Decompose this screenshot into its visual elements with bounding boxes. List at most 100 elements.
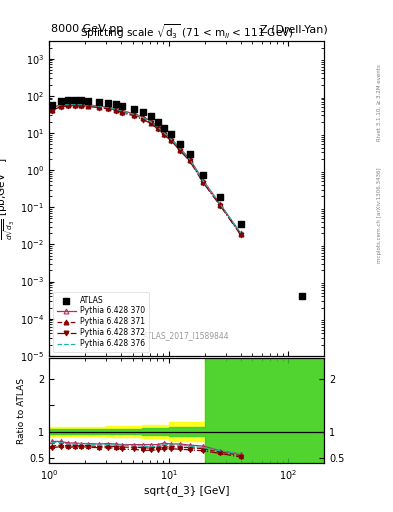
Pythia 6.428 376 xyxy=(218,201,222,207)
ATLAS xyxy=(65,96,72,104)
Pythia 6.428 372 xyxy=(73,103,77,109)
Text: Rivet 3.1.10, ≥ 3.2M events: Rivet 3.1.10, ≥ 3.2M events xyxy=(377,64,382,141)
Pythia 6.428 370 xyxy=(238,230,243,237)
Pythia 6.428 370 xyxy=(218,201,222,207)
Pythia 6.428 371 xyxy=(201,179,206,185)
Pythia 6.428 371 xyxy=(105,105,110,111)
Pythia 6.428 376 xyxy=(120,108,125,114)
ATLAS xyxy=(105,99,111,107)
Pythia 6.428 371 xyxy=(58,103,63,109)
ATLAS xyxy=(72,96,78,104)
Pythia 6.428 376 xyxy=(73,101,77,108)
ATLAS xyxy=(168,130,174,138)
Pythia 6.428 370 xyxy=(131,111,136,117)
Pythia 6.428 372 xyxy=(149,120,153,126)
Pythia 6.428 370 xyxy=(201,178,206,184)
ATLAS xyxy=(112,100,119,109)
Pythia 6.428 376 xyxy=(96,103,101,110)
Pythia 6.428 372 xyxy=(49,108,54,114)
Pythia 6.428 372 xyxy=(169,138,174,144)
Y-axis label: $\frac{d\sigma}{d\sqrt{d_3}}$ [pb,GeV$^{-1}$]: $\frac{d\sigma}{d\sqrt{d_3}}$ [pb,GeV$^{… xyxy=(0,157,17,240)
Pythia 6.428 370 xyxy=(105,104,110,110)
Pythia 6.428 376 xyxy=(79,101,83,108)
Pythia 6.428 376 xyxy=(187,156,192,162)
Pythia 6.428 370 xyxy=(120,108,125,114)
Title: Splitting scale $\sqrt{\mathrm{d}_3}$ (71 < m$_{ll}$ < 111 GeV): Splitting scale $\sqrt{\mathrm{d}_3}$ (7… xyxy=(80,22,294,41)
Pythia 6.428 371 xyxy=(131,112,136,118)
Pythia 6.428 372 xyxy=(79,103,83,109)
Line: Pythia 6.428 372: Pythia 6.428 372 xyxy=(49,103,243,238)
Pythia 6.428 370 xyxy=(79,101,83,108)
Pythia 6.428 371 xyxy=(178,147,183,153)
Pythia 6.428 371 xyxy=(141,115,145,121)
Pythia 6.428 371 xyxy=(66,102,71,109)
Pythia 6.428 372 xyxy=(120,110,125,116)
ATLAS xyxy=(130,105,137,113)
Pythia 6.428 371 xyxy=(120,109,125,115)
Pythia 6.428 372 xyxy=(178,148,183,154)
Pythia 6.428 371 xyxy=(187,157,192,163)
Pythia 6.428 372 xyxy=(201,180,206,186)
Pythia 6.428 372 xyxy=(187,158,192,164)
Pythia 6.428 370 xyxy=(169,136,174,142)
Pythia 6.428 372 xyxy=(96,104,101,111)
Pythia 6.428 370 xyxy=(162,129,166,135)
Pythia 6.428 370 xyxy=(155,123,160,130)
Pythia 6.428 370 xyxy=(58,101,63,108)
Pythia 6.428 376 xyxy=(169,136,174,142)
Line: Pythia 6.428 371: Pythia 6.428 371 xyxy=(49,103,243,237)
Pythia 6.428 370 xyxy=(73,101,77,108)
Text: ATLAS_2017_I1589844: ATLAS_2017_I1589844 xyxy=(143,331,230,340)
ATLAS xyxy=(119,102,125,110)
Pythia 6.428 370 xyxy=(66,101,71,108)
Pythia 6.428 371 xyxy=(238,231,243,237)
ATLAS xyxy=(237,220,244,228)
Pythia 6.428 376 xyxy=(149,119,153,125)
ATLAS xyxy=(217,193,223,201)
Pythia 6.428 370 xyxy=(178,145,183,152)
Pythia 6.428 372 xyxy=(85,103,90,110)
ATLAS xyxy=(57,97,64,105)
ATLAS xyxy=(140,108,146,116)
Pythia 6.428 376 xyxy=(113,106,118,112)
Pythia 6.428 371 xyxy=(155,124,160,131)
Pythia 6.428 376 xyxy=(238,230,243,237)
Pythia 6.428 370 xyxy=(113,105,118,112)
ATLAS xyxy=(299,292,305,301)
X-axis label: sqrt{d_3} [GeV]: sqrt{d_3} [GeV] xyxy=(144,485,230,496)
Pythia 6.428 372 xyxy=(218,203,222,209)
Pythia 6.428 372 xyxy=(155,125,160,132)
Pythia 6.428 376 xyxy=(58,102,63,108)
Pythia 6.428 372 xyxy=(141,116,145,122)
Pythia 6.428 372 xyxy=(58,103,63,110)
Pythia 6.428 370 xyxy=(141,114,145,120)
Pythia 6.428 376 xyxy=(105,104,110,111)
Pythia 6.428 371 xyxy=(162,131,166,137)
Pythia 6.428 376 xyxy=(131,111,136,117)
Pythia 6.428 370 xyxy=(85,102,90,108)
ATLAS xyxy=(95,97,102,105)
Line: Pythia 6.428 376: Pythia 6.428 376 xyxy=(51,104,241,233)
Pythia 6.428 371 xyxy=(79,102,83,109)
Pythia 6.428 370 xyxy=(187,156,192,162)
Text: Z (Drell-Yan): Z (Drell-Yan) xyxy=(261,24,328,34)
ATLAS xyxy=(154,118,161,126)
Pythia 6.428 376 xyxy=(141,115,145,121)
Pythia 6.428 371 xyxy=(113,106,118,113)
Pythia 6.428 376 xyxy=(85,102,90,108)
Pythia 6.428 376 xyxy=(155,124,160,130)
ATLAS xyxy=(148,112,154,120)
Pythia 6.428 371 xyxy=(218,202,222,208)
ATLAS xyxy=(48,100,55,109)
Pythia 6.428 376 xyxy=(49,105,54,112)
ATLAS xyxy=(177,140,184,148)
Pythia 6.428 370 xyxy=(149,118,153,124)
Pythia 6.428 376 xyxy=(201,178,206,184)
ATLAS xyxy=(84,97,91,105)
Pythia 6.428 372 xyxy=(105,105,110,112)
Pythia 6.428 372 xyxy=(131,113,136,119)
ATLAS xyxy=(187,150,193,158)
Pythia 6.428 372 xyxy=(238,232,243,238)
Pythia 6.428 372 xyxy=(162,132,166,138)
Text: mcplots.cern.ch [arXiv:1306.3436]: mcplots.cern.ch [arXiv:1306.3436] xyxy=(377,167,382,263)
